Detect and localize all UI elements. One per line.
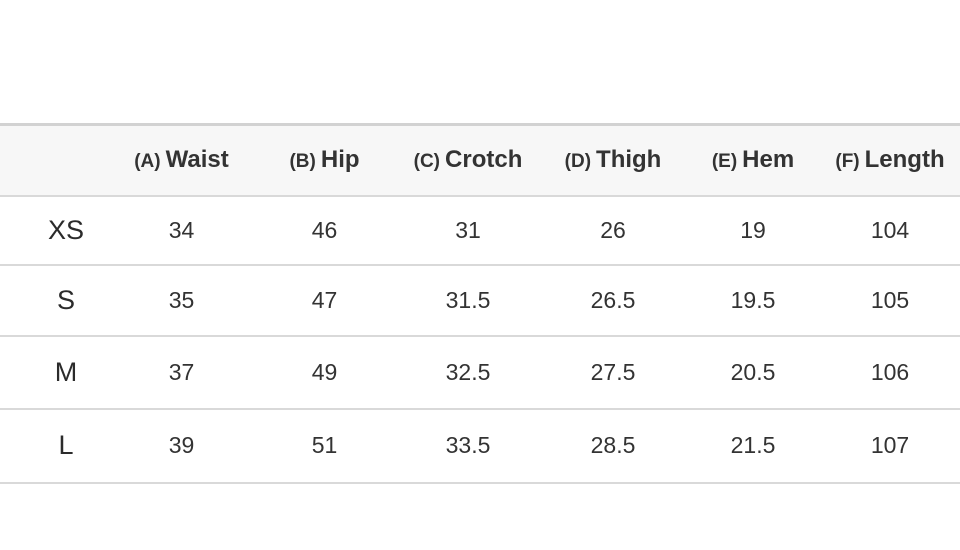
table-cell: 19.5: [730, 286, 776, 313]
table-cell: 104: [870, 216, 910, 243]
header-hem: (E) Hem: [711, 146, 795, 174]
header-waist: (A) Waist: [134, 146, 229, 174]
size-chart-table: (A) Waist (B) Hip (C) Crotch (D) Thigh (E) He…: [0, 123, 960, 484]
table-cell: 26: [600, 216, 626, 243]
header-length: (F) Length: [835, 146, 945, 174]
table-cell: 32.5: [445, 358, 491, 385]
table-cell: 106: [870, 358, 910, 385]
header-crotch: (C) Crotch: [413, 146, 523, 174]
table-cell: 105: [870, 286, 910, 313]
header-corner: [0, 125, 110, 196]
table-cell: 26.5: [590, 286, 636, 313]
header-hip: (B) Hip: [289, 146, 360, 174]
table-cell: 33.5: [445, 432, 491, 458]
table-cell: 51: [311, 432, 338, 458]
table-cell: 35: [168, 286, 195, 313]
table-cell: 39: [168, 432, 195, 458]
table-cell: 27.5: [590, 358, 636, 385]
table-cell: 28.5: [590, 432, 636, 458]
table-cell: 34: [168, 216, 195, 243]
table-cell: 31: [455, 216, 481, 243]
size-label: M: [54, 356, 78, 387]
size-label: S: [56, 284, 75, 315]
table-row: S 35 47 31.5 26.5 19.5 105: [0, 265, 960, 336]
table-cell: 107: [870, 432, 910, 458]
size-label: L: [58, 430, 74, 460]
table-cell: 49: [311, 358, 338, 385]
table-cell: 20.5: [730, 358, 776, 385]
table-cell: 47: [311, 286, 338, 313]
table-row: L 39 51 33.5 28.5 21.5 107: [0, 409, 960, 483]
table-row: M 37 49 32.5 27.5 20.5 106: [0, 336, 960, 409]
size-label: XS: [47, 214, 85, 245]
header-row: (A) Waist (B) Hip (C) Crotch (D) Thigh (E) He…: [0, 124, 960, 196]
table-cell: 46: [311, 216, 338, 243]
table-cell: 37: [168, 358, 195, 385]
table-cell: 31.5: [445, 286, 491, 313]
table-cell: 21.5: [730, 432, 776, 458]
table-cell: 19: [740, 216, 766, 243]
header-thigh: (D) Thigh: [564, 146, 662, 174]
table-row: XS 34 46 31 26 19 104: [0, 196, 960, 265]
